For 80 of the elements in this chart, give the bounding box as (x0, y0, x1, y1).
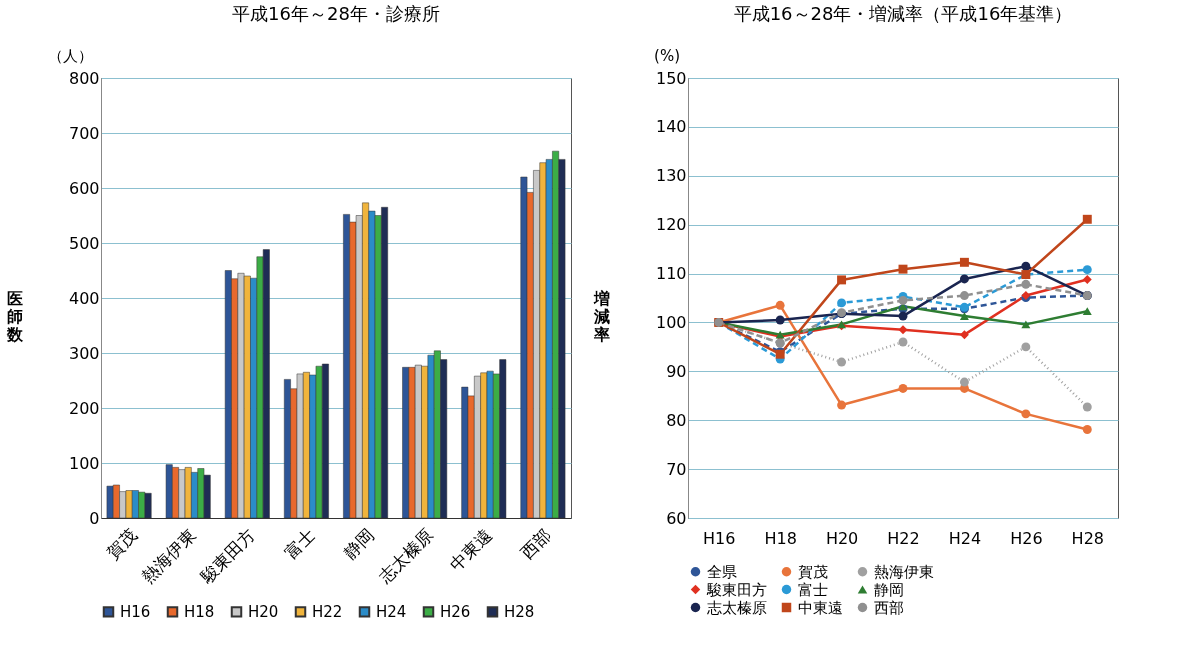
chart-title: 平成16年～28年・診療所 (232, 3, 440, 24)
y-axis-title: 医師数 (5, 288, 24, 344)
point (1021, 320, 1031, 329)
point (959, 312, 969, 320)
legend-label: H28 (504, 602, 535, 621)
point (1082, 402, 1092, 412)
y-tick-label: 400 (68, 288, 100, 308)
text: (%) (654, 47, 680, 65)
legend-label: 静岡 (874, 580, 904, 599)
y-tick-label: 300 (68, 343, 100, 363)
y-tick-label: 120 (655, 215, 687, 235)
point (959, 257, 969, 267)
point (1021, 261, 1031, 271)
x-tick-label: H20 (825, 528, 859, 548)
point (959, 291, 969, 301)
legend-label: H26 (440, 602, 471, 621)
point (775, 315, 785, 325)
y-tick-label: 80 (666, 410, 687, 430)
x-tick-label: H22 (887, 528, 920, 548)
y-tick-label: 100 (68, 453, 100, 473)
legend-label: H18 (184, 602, 215, 621)
point (1082, 265, 1092, 275)
point (1082, 214, 1092, 224)
point (1021, 342, 1031, 352)
legend-label: 全県 (707, 562, 737, 581)
legend-label: H20 (248, 602, 279, 621)
point (837, 400, 847, 410)
y-tick-label: 110 (655, 264, 687, 284)
y-tick-label: 200 (68, 398, 100, 418)
point (1082, 425, 1092, 434)
y-tick-label: 0 (89, 508, 100, 528)
x-tick-label: 駿東田方 (196, 524, 260, 588)
legend-label: H16 (120, 602, 151, 621)
point (1082, 274, 1092, 284)
y-tick-label: 500 (68, 233, 100, 253)
legend-label: H22 (312, 602, 343, 621)
point (837, 298, 847, 308)
point (837, 275, 847, 285)
x-tick-label: H18 (764, 528, 797, 548)
point (775, 300, 785, 310)
legend-label: 駿東田方 (706, 580, 767, 599)
x-tick-label: 富士 (280, 524, 319, 563)
point (1082, 307, 1092, 316)
x-tick-label: 賀茂 (102, 524, 142, 563)
y-tick-label: 600 (68, 178, 100, 198)
point (898, 337, 908, 347)
point (959, 330, 969, 340)
y-tick-label: 130 (655, 166, 687, 186)
y-tick-label: 700 (68, 123, 100, 143)
point (1021, 279, 1031, 289)
x-tick-label: H28 (1071, 528, 1104, 548)
point (837, 357, 847, 367)
y-tick-label: 800 (68, 68, 100, 88)
point (1021, 409, 1031, 419)
y-tick-label: 150 (655, 68, 687, 88)
y-tick-label: 60 (666, 508, 687, 528)
point (898, 383, 908, 393)
legend-label: H24 (376, 602, 407, 621)
text: （人） (48, 47, 93, 65)
y-tick-label: 70 (666, 459, 687, 479)
point (898, 264, 908, 274)
y-axis-title: 増減率 (592, 288, 610, 344)
x-tick-label: H24 (948, 528, 982, 548)
y-tick-label: 140 (655, 117, 687, 137)
point (959, 274, 969, 284)
legend-label: 志太榛原 (707, 598, 767, 617)
legend-label: 西部 (874, 598, 904, 617)
x-tick-label: H26 (1010, 528, 1043, 548)
legend-label: 中東遠 (798, 598, 843, 617)
x-tick-label: H16 (703, 528, 736, 548)
x-tick-label: 西部 (516, 524, 555, 563)
legend-label: 富士 (798, 580, 828, 599)
point (898, 295, 908, 305)
x-tick-label: 中東遠 (445, 524, 496, 575)
chart-title: 平成16～28年・増減率（平成16年基準） (733, 3, 1073, 24)
y-tick-label: 90 (666, 361, 687, 381)
point (898, 311, 908, 321)
point (959, 377, 969, 387)
y-tick-label: 100 (655, 312, 687, 332)
point (898, 325, 908, 335)
